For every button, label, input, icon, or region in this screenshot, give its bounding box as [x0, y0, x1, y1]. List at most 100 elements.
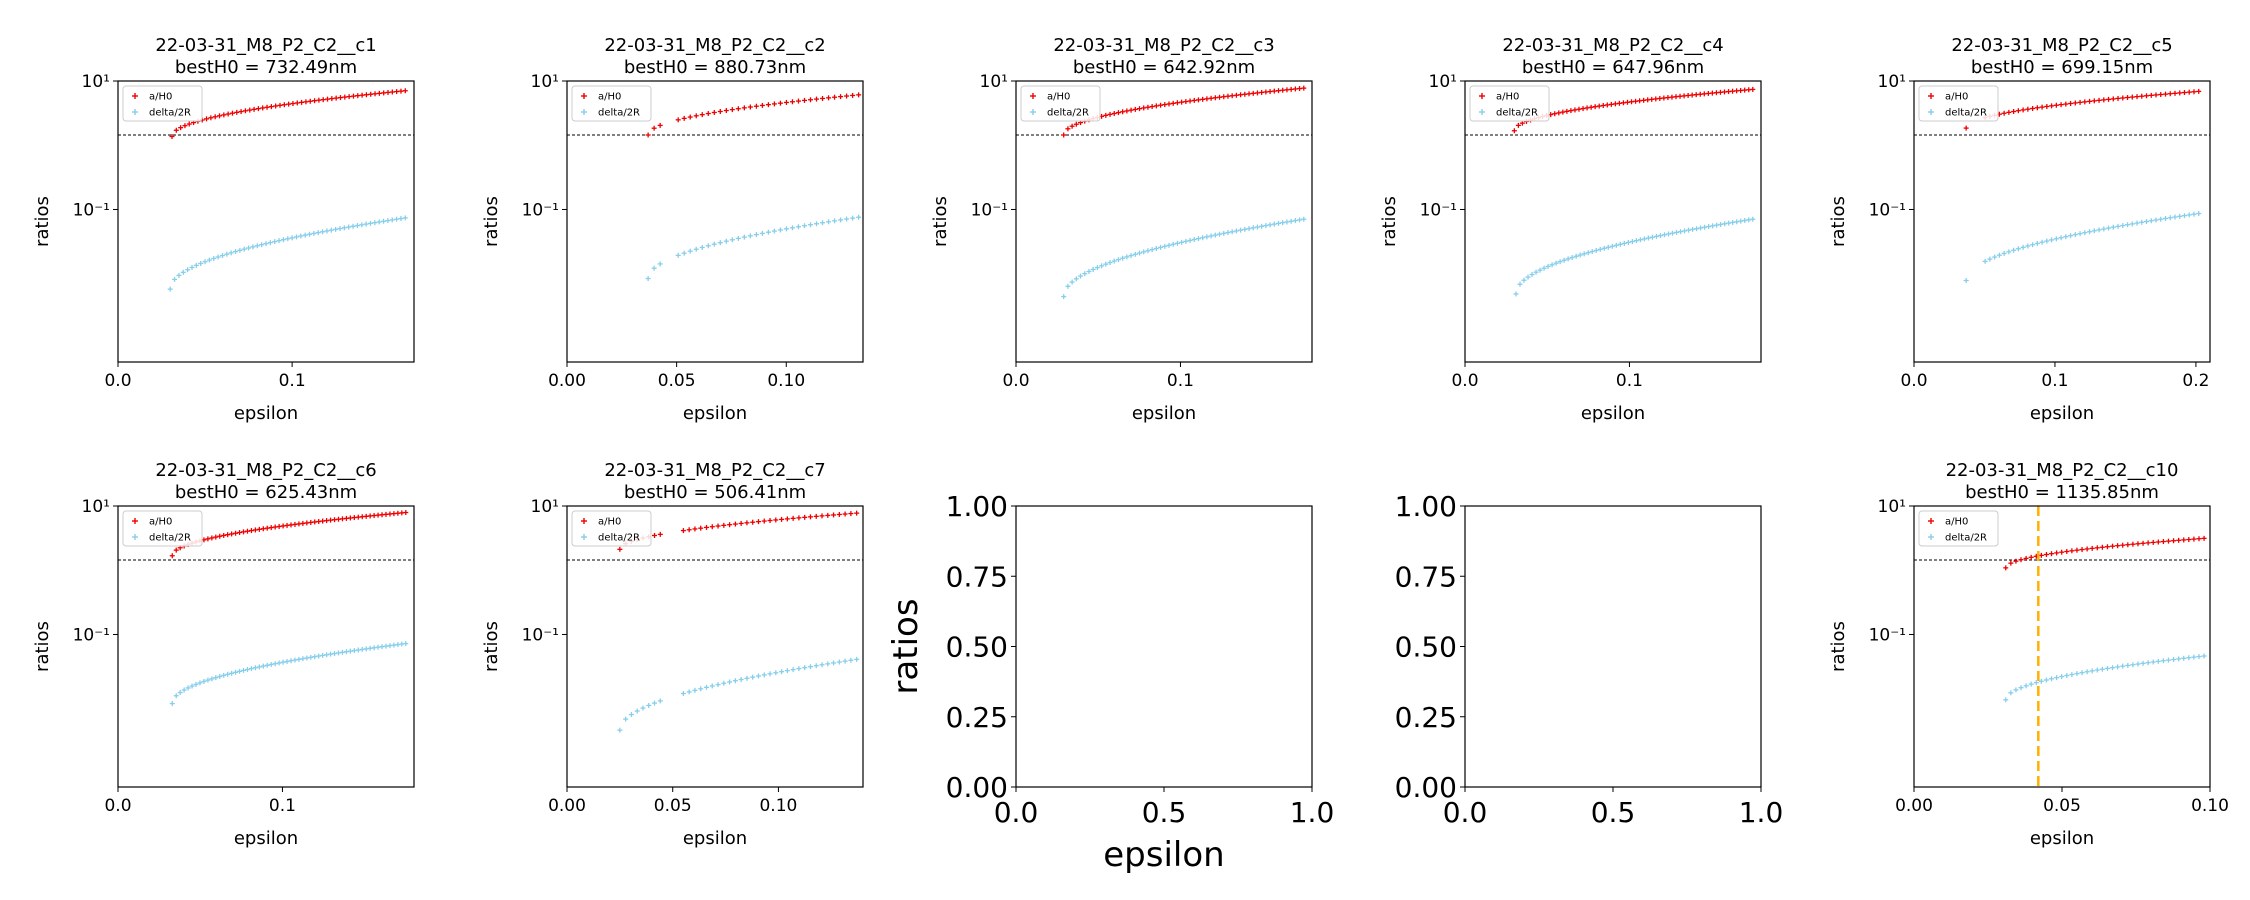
data-point	[2049, 103, 2055, 109]
data-point	[272, 661, 278, 667]
data-point	[244, 667, 250, 673]
data-point	[2162, 91, 2168, 97]
data-point	[2082, 99, 2088, 105]
data-point	[2106, 96, 2112, 102]
data-point	[1653, 233, 1659, 239]
data-point	[1625, 239, 1631, 245]
data-point	[1238, 92, 1244, 98]
data-point	[1242, 226, 1248, 232]
data-point	[2120, 95, 2126, 101]
data-point	[1702, 224, 1708, 230]
data-point	[2129, 94, 2135, 100]
data-point	[1183, 238, 1189, 244]
data-point	[1726, 220, 1732, 226]
subplot-8: 0.0 0.5 1.0 0.00 0.25 0.50 0.75 1.00 epsilon rati…	[886, 490, 1334, 875]
plot-frame	[566, 505, 864, 788]
legend: a/H0 delta/2R	[122, 510, 203, 547]
data-point	[657, 531, 663, 537]
data-point	[1572, 107, 1578, 113]
data-point	[1124, 254, 1130, 260]
data-point	[273, 103, 279, 109]
subplot-subtitle: bestH0 = 699.15nm	[1971, 57, 2153, 78]
data-point	[1557, 259, 1563, 265]
data-point	[2058, 102, 2064, 108]
data-point	[350, 93, 356, 99]
series-a-h0	[2003, 535, 2207, 571]
data-point	[359, 222, 365, 228]
data-point	[2063, 101, 2069, 107]
data-point	[337, 95, 343, 101]
data-point	[2167, 215, 2173, 221]
data-point	[640, 705, 646, 711]
data-point	[342, 94, 348, 100]
data-point	[2186, 537, 2192, 543]
data-point	[1137, 106, 1143, 112]
data-point	[1569, 255, 1575, 261]
data-point	[1128, 107, 1134, 113]
data-point	[2191, 89, 2197, 95]
data-point	[1158, 102, 1164, 108]
y-tick-label: 1.00	[1395, 490, 1457, 523]
data-point	[2181, 213, 2187, 219]
data-point	[2140, 540, 2146, 546]
data-point	[281, 102, 287, 108]
data-point	[779, 516, 785, 522]
y-tick-label: 10¹	[1878, 497, 1906, 517]
data-point	[2106, 225, 2112, 231]
data-point	[1560, 109, 1566, 115]
data-point	[1200, 235, 1206, 241]
data-point	[1750, 216, 1756, 222]
data-point	[193, 681, 199, 687]
data-point	[186, 121, 192, 127]
data-point	[2158, 92, 2164, 98]
x-tick-label: 0.0	[994, 796, 1039, 829]
data-point	[761, 672, 767, 678]
data-point	[2015, 246, 2021, 252]
data-point	[2011, 109, 2017, 115]
data-point	[2018, 685, 2024, 691]
x-tick-label: 0.1	[1616, 371, 1643, 391]
data-point	[735, 235, 741, 241]
data-point	[1170, 241, 1176, 247]
data-point	[219, 253, 225, 259]
data-point	[732, 521, 738, 527]
data-point	[2068, 101, 2074, 107]
data-point	[1556, 110, 1562, 116]
data-point	[2089, 545, 2095, 551]
data-point	[1225, 93, 1231, 99]
data-point	[771, 101, 777, 107]
data-point	[1225, 230, 1231, 236]
data-point	[652, 532, 658, 538]
data-point	[2030, 242, 2036, 248]
data-point	[177, 690, 183, 696]
data-point	[2008, 560, 2014, 566]
y-tick-label: 0.75	[1395, 560, 1457, 593]
data-point	[856, 92, 862, 98]
data-point	[771, 228, 777, 234]
data-point	[215, 254, 221, 260]
data-point	[368, 91, 374, 97]
data-point	[298, 233, 304, 239]
data-point	[2049, 676, 2055, 682]
y-tick-label: 10¹	[531, 72, 559, 92]
legend-entry: delta/2R	[1047, 108, 1089, 119]
data-point	[221, 112, 227, 118]
data-point	[173, 693, 179, 699]
data-point	[2054, 550, 2060, 556]
data-point	[2150, 659, 2156, 665]
series-a-h0	[1963, 88, 2202, 131]
data-point	[698, 686, 704, 692]
data-point	[2134, 94, 2140, 100]
data-point	[2104, 665, 2110, 671]
data-point	[1267, 89, 1273, 95]
data-point	[394, 216, 400, 222]
data-point	[2177, 213, 2183, 219]
data-point	[2181, 655, 2187, 661]
y-tick-label: 10⁻¹	[522, 200, 559, 220]
plot-frame	[117, 505, 415, 788]
data-point	[402, 215, 408, 221]
subplot-9: 0.0 0.5 1.0 0.00 0.25 0.50 0.75 1.00	[1395, 490, 1784, 829]
data-point	[1525, 274, 1531, 280]
data-point	[1166, 101, 1172, 107]
